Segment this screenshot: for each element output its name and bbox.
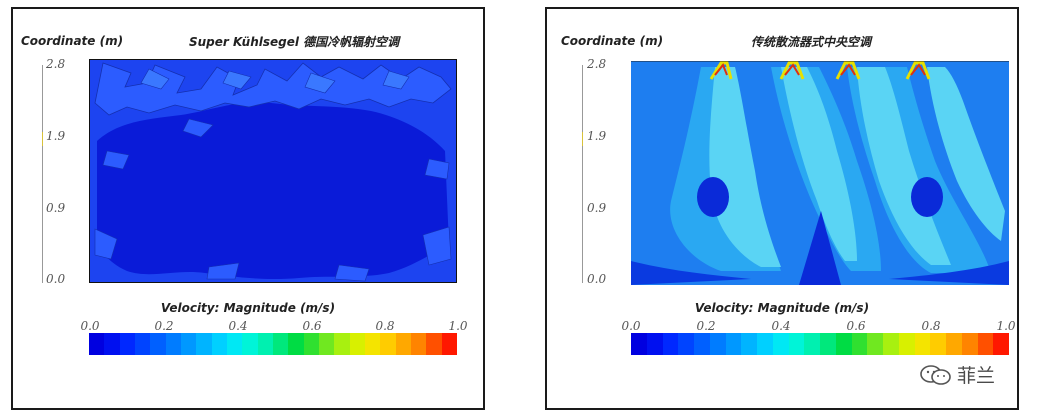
plume-core (781, 67, 857, 261)
colorbar-swatch (150, 333, 166, 355)
colorbar-swatch (380, 333, 396, 355)
y-axis-line (582, 65, 583, 283)
colorbar-swatch (426, 333, 442, 355)
colorbar-swatch (119, 333, 135, 355)
colorbar-swatch (946, 333, 962, 355)
colorbar-swatch (631, 333, 647, 355)
colorbar-swatch (914, 333, 931, 355)
colorbar-swatch (709, 333, 726, 355)
colorbar-swatch (242, 333, 258, 355)
y-axis-line (42, 65, 43, 283)
colorbar-swatch (180, 333, 197, 355)
vortex-pocket (911, 177, 943, 217)
colorbar-tick: 0.4 (228, 319, 248, 333)
colorbar-swatch (725, 333, 742, 355)
y-tick-label: 2.8 (46, 57, 66, 71)
chart-panel-left: Coordinate (m) Super Kühlsegel 德国冷帆辐射空调 … (11, 7, 485, 410)
colorbar-swatch (318, 333, 335, 355)
colorbar-swatch (211, 333, 227, 355)
colorbar-swatch (288, 333, 304, 355)
colorbar-swatch (410, 333, 427, 355)
colorbar-swatch (788, 333, 805, 355)
colorbar-swatch (977, 333, 994, 355)
colorbar-tick: 0.2 (696, 319, 716, 333)
diffuser-hotspots (709, 61, 931, 80)
y-tick-label: 1.9 (46, 129, 66, 143)
y-tick-label: 2.8 (587, 57, 607, 71)
plume-core (927, 67, 1005, 241)
plot-title: Super Kühlsegel 德国冷帆辐射空调 (189, 35, 400, 49)
y-tick-label: 0.9 (46, 201, 66, 215)
colorbar-tick: 0.4 (771, 319, 791, 333)
colorbar-swatch (165, 333, 181, 355)
colorbar-swatch (364, 333, 381, 355)
colorbar-tick: 0.8 (375, 319, 395, 333)
wechat-icon (920, 364, 951, 385)
plot-title: 传统散流器式中央空调 (751, 35, 872, 49)
turbulent-patch (94, 62, 452, 116)
colorbar-tick: 0.0 (80, 319, 100, 333)
colorbar-swatch (757, 333, 773, 355)
colorbar-swatch (226, 333, 243, 355)
colorbar-swatch (898, 333, 915, 355)
colorbar (631, 333, 1009, 355)
colorbar-swatch (867, 333, 883, 355)
y-axis-title: Coordinate (m) (21, 34, 124, 48)
y-axis-title: Coordinate (m) (561, 34, 664, 48)
colorbar-swatch (835, 333, 852, 355)
y-axis-marker (42, 132, 43, 146)
colorbar-title: Velocity: Magnitude (m/s) (694, 301, 870, 315)
colorbar-tick: 0.2 (154, 319, 174, 333)
velocity-field-right (631, 61, 1009, 285)
central-pocket (799, 211, 841, 285)
chart-panel-right: Coordinate (m) 传统散流器式中央空调 2.8 1.9 0.9 0.… (545, 7, 1019, 410)
colorbar-swatch (662, 333, 679, 355)
colorbar-swatch (804, 333, 820, 355)
colorbar-swatch (89, 333, 105, 355)
colorbar-tick: 0.0 (621, 319, 641, 333)
colorbar-swatch (303, 333, 319, 355)
colorbar-swatch (104, 333, 120, 355)
y-tick-label: 1.9 (587, 129, 607, 143)
colorbar-swatch (134, 333, 151, 355)
colorbar-title: Velocity: Magnitude (m/s) (160, 301, 336, 315)
colorbar-tick: 0.6 (846, 319, 866, 333)
velocity-field-left (89, 59, 457, 283)
colorbar-swatch (678, 333, 694, 355)
colorbar-tick: 0.6 (302, 319, 322, 333)
colorbar-swatch (741, 333, 757, 355)
y-axis-marker (582, 132, 583, 146)
y-tick-label: 0.9 (587, 201, 607, 215)
plume-core (709, 67, 781, 267)
vortex-pocket (697, 177, 729, 217)
colorbar-tick: 1.0 (448, 319, 468, 333)
colorbar-swatch (961, 333, 978, 355)
colorbar-swatch (441, 333, 457, 355)
colorbar-tick: 0.8 (921, 319, 941, 333)
colorbar-swatch (883, 333, 899, 355)
colorbar-swatch (820, 333, 836, 355)
colorbar-swatch (930, 333, 946, 355)
colorbar-swatch (272, 333, 289, 355)
y-tick-label: 0.0 (587, 272, 607, 286)
colorbar-swatch (993, 333, 1009, 355)
low-velocity-region (97, 102, 449, 280)
colorbar-swatch (851, 333, 868, 355)
watermark: 菲兰 (919, 361, 995, 388)
colorbar-tick: 1.0 (996, 319, 1016, 333)
colorbar-swatch (334, 333, 350, 355)
colorbar-swatch (646, 333, 663, 355)
colorbar-swatch (395, 333, 411, 355)
colorbar-swatch (694, 333, 710, 355)
colorbar-swatch (196, 333, 212, 355)
colorbar-swatch (257, 333, 273, 355)
colorbar (89, 333, 457, 355)
y-tick-label: 0.0 (46, 272, 66, 286)
colorbar-swatch (349, 333, 365, 355)
colorbar-swatch (772, 333, 789, 355)
watermark-text: 菲兰 (957, 365, 996, 387)
